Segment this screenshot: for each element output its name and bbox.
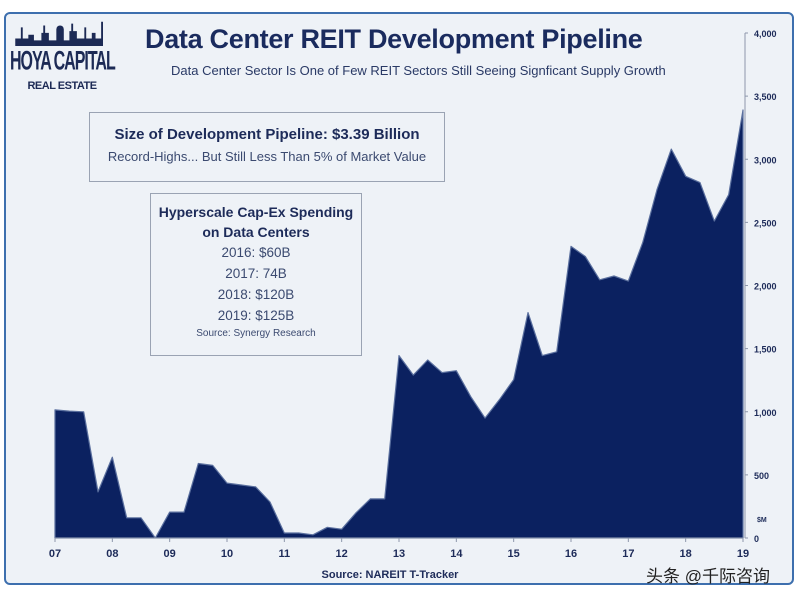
logo-line1: HOYA CAPITAL [10,47,116,77]
capex-heading-1: Hyperscale Cap-Ex Spending [158,204,354,220]
source-label: Source: NAREIT T-Tracker [322,569,460,581]
capex-heading-2: on Data Centers [202,224,310,240]
y-tick-label: 500 [754,471,769,481]
pipeline-subtext: Record-Highs... But Still Less Than 5% o… [107,149,427,164]
x-tick-label: 19 [737,548,749,560]
logo-line2: REAL ESTATE [27,80,97,92]
capex-source: Source: Synergy Research [196,328,316,339]
chart-title: Data Center REIT Development Pipeline [145,24,643,54]
x-tick-label: 14 [450,548,463,560]
y-tick-label: 4,000 [754,29,777,39]
capex-row: 2016: $60B [221,245,291,260]
y-tick-label: 3,000 [754,155,777,165]
x-tick-label: 09 [164,548,176,560]
x-tick-label: 08 [106,548,118,560]
capex-row: 2017: 74B [225,266,287,281]
capex-row: 2019: $125B [217,308,295,323]
y-axis-unit-label: $M [757,517,767,524]
hoya-capital-logo: HOYA CAPITAL REAL ESTATE [10,16,116,96]
y-tick-label: 0 [754,534,759,544]
x-tick-label: 13 [393,548,405,560]
x-tick-label: 12 [336,548,348,560]
y-tick-label: 2,500 [754,218,777,228]
x-tick-label: 16 [565,548,577,560]
capex-annotation-box: Hyperscale Cap-Ex Spending on Data Cente… [150,193,362,356]
x-tick-label: 17 [622,548,634,560]
y-tick-label: 2,000 [754,282,777,292]
y-tick-label: 1,500 [754,345,777,355]
skyline-icon [15,21,104,46]
x-tick-label: 07 [49,548,61,560]
pipeline-heading: Size of Development Pipeline: $3.39 Bill… [114,126,420,143]
x-tick-label: 18 [680,548,692,560]
y-tick-label: 1,000 [754,408,777,418]
pipeline-annotation-box: Size of Development Pipeline: $3.39 Bill… [89,112,445,182]
x-tick-label: 10 [221,548,233,560]
chart-subtitle: Data Center Sector Is One of Few REIT Se… [171,63,666,78]
y-tick-label: 3,500 [754,92,777,102]
capex-row: 2018: $120B [217,287,295,302]
x-tick-label: 11 [279,548,291,560]
watermark: 头条 @千际咨询 [646,567,770,586]
x-tick-label: 15 [508,548,520,560]
pipeline-area [54,109,744,539]
